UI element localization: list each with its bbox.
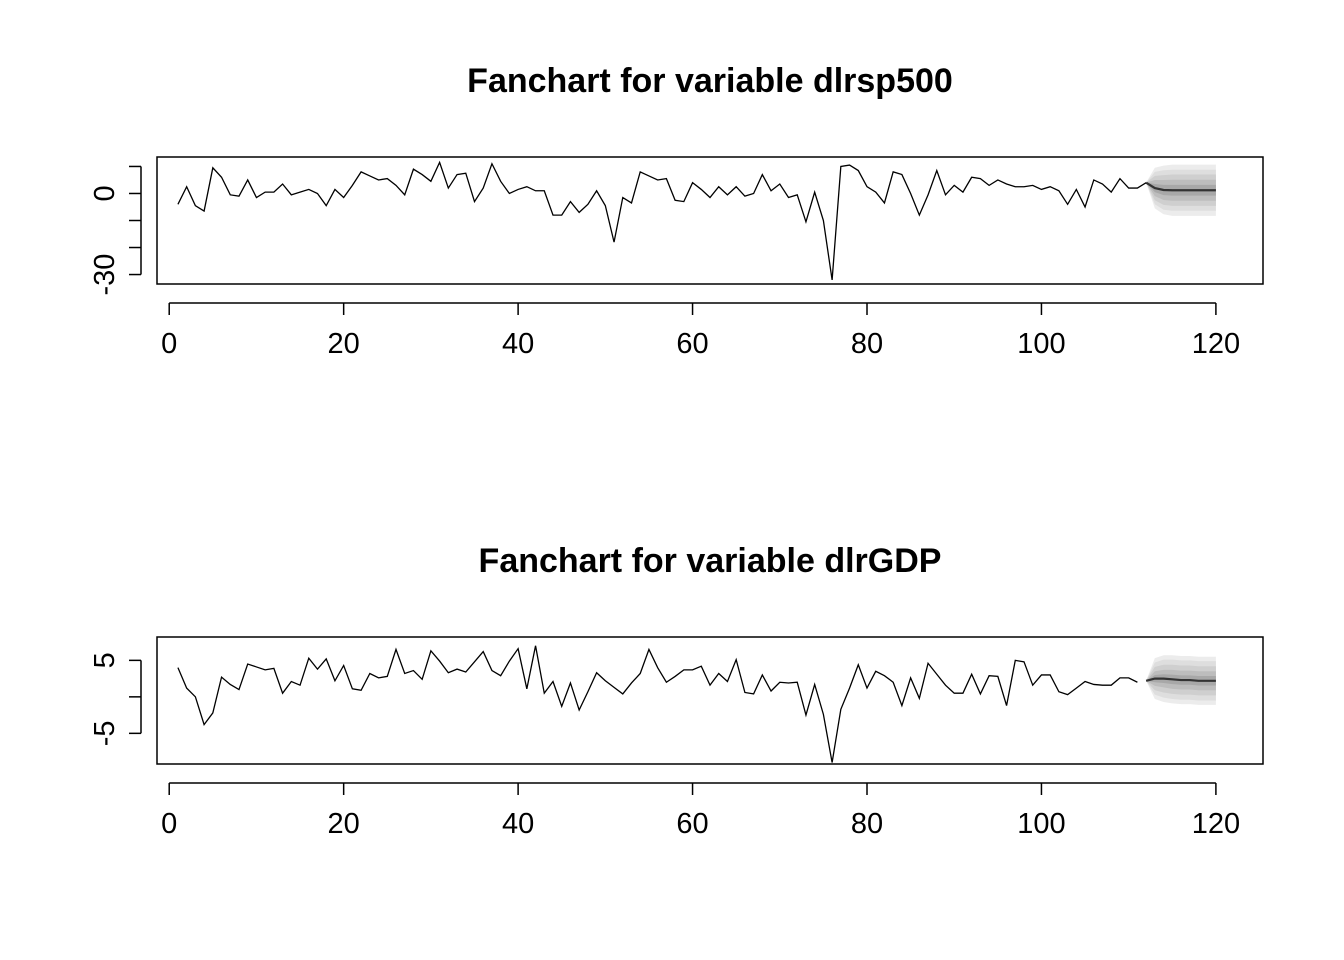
x-tick-label: 120: [1192, 328, 1240, 360]
x-axis: 0 20 40 60 80 100 120: [161, 302, 1240, 360]
x-tick-label: 40: [502, 328, 534, 360]
x-tick-label: 0: [161, 808, 177, 840]
y-tick-label: -30: [89, 254, 121, 296]
x-tick-label: 40: [502, 808, 534, 840]
panel-dlrsp500: Fanchart for variable dlrsp500 0 20 40 60 80…: [89, 62, 1264, 360]
x-tick-label: 100: [1017, 808, 1065, 840]
x-axis: 0 20 40 60 80 100 120: [161, 782, 1240, 840]
y-tick-label: 0: [89, 185, 121, 201]
x-tick-label: 60: [676, 328, 708, 360]
panel-dlrGDP: Fanchart for variable dlrGDP 0 20 40 60 80 10…: [89, 542, 1264, 840]
series-line: [177, 645, 1138, 763]
forecast-median-line: [1145, 677, 1216, 682]
forecast-median-line: [1145, 181, 1216, 192]
plot-area-frame: [156, 636, 1264, 765]
x-tick-label: 20: [328, 808, 360, 840]
x-tick-label: 100: [1017, 328, 1065, 360]
chart-title: Fanchart for variable dlrsp500: [467, 62, 953, 100]
series-line: [177, 160, 1147, 281]
chart-title: Fanchart for variable dlrGDP: [479, 542, 942, 580]
x-tick-label: 0: [161, 328, 177, 360]
x-tick-label: 20: [328, 328, 360, 360]
y-tick-label: 5: [89, 652, 121, 668]
y-axis: 0 -30: [89, 165, 142, 296]
x-tick-label: 80: [851, 328, 883, 360]
y-tick-label: -5: [89, 720, 121, 746]
x-tick-label: 60: [676, 808, 708, 840]
series-lines: [177, 160, 1147, 281]
forecast-fan: [1145, 164, 1216, 216]
series-lines: [177, 645, 1138, 763]
y-axis: 5 -5: [89, 652, 142, 746]
x-tick-label: 80: [851, 808, 883, 840]
plot-area-frame: [156, 156, 1264, 285]
forecast-fan: [1145, 655, 1216, 705]
x-tick-label: 120: [1192, 808, 1240, 840]
